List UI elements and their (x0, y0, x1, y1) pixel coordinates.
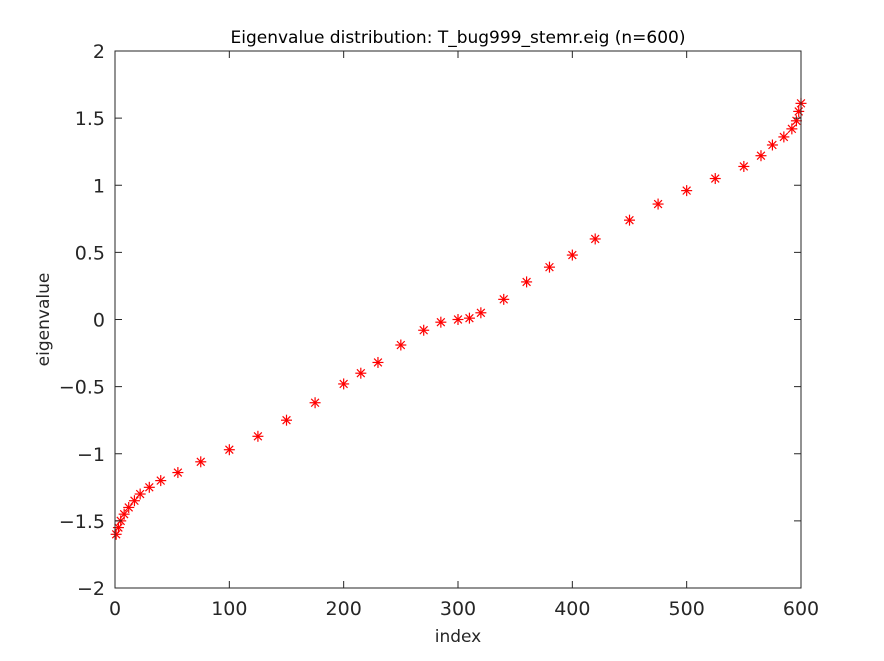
data-point (355, 367, 367, 379)
data-point (372, 356, 384, 368)
y-tick-label: 0.5 (75, 242, 105, 264)
data-point (681, 185, 693, 197)
y-tick-label: −2 (77, 578, 105, 600)
data-point (589, 233, 601, 245)
x-tick-label: 500 (669, 598, 705, 620)
y-tick-label: 1.5 (75, 108, 105, 130)
x-tick-label: 200 (326, 598, 362, 620)
data-point (118, 508, 130, 520)
y-axis-label: eigenvalue (34, 273, 54, 367)
x-axis: 0 100 200 300 400 500 600 (109, 51, 819, 620)
data-point (452, 314, 464, 325)
data-point (652, 198, 664, 210)
data-point (418, 324, 430, 336)
y-tick-label: 1 (93, 175, 105, 197)
data-point (252, 430, 264, 442)
y-tick-label: 2 (93, 41, 105, 63)
y-axis: −2 −1.5 −1 −0.5 0 0.5 1 1.5 2 (59, 41, 801, 600)
y-tick-label: −1.5 (59, 511, 105, 533)
data-point (543, 261, 555, 273)
y-tick-label: 0 (93, 310, 105, 332)
data-point (134, 488, 146, 500)
data-point (709, 173, 721, 185)
data-point (143, 481, 155, 493)
data-point (123, 501, 135, 513)
data-point (155, 475, 167, 487)
x-tick-label: 0 (109, 598, 121, 620)
data-point (624, 214, 635, 226)
data-point (435, 316, 447, 328)
data-point (521, 276, 533, 288)
data-point (463, 312, 475, 324)
data-point (309, 397, 321, 409)
x-tick-label: 300 (440, 598, 476, 620)
data-point (395, 339, 407, 351)
chart-title: Eigenvalue distribution: T_bug999_stemr.… (230, 28, 685, 48)
data-point (755, 150, 767, 162)
data-point (172, 467, 184, 479)
data-point (475, 307, 487, 319)
x-axis-label: index (435, 627, 482, 647)
data-point (766, 139, 778, 151)
x-tick-label: 100 (211, 598, 247, 620)
data-point (793, 105, 805, 117)
data-point (778, 131, 790, 143)
data-point (786, 123, 798, 135)
data-point (498, 293, 510, 305)
data-point (338, 378, 350, 390)
y-tick-label: −0.5 (59, 377, 105, 399)
data-point (281, 414, 292, 426)
x-tick-label: 400 (554, 598, 590, 620)
data-point (195, 456, 207, 468)
data-point (790, 115, 802, 127)
y-tick-label: −1 (77, 444, 105, 466)
data-point (566, 249, 578, 261)
data-point (738, 160, 750, 172)
data-point (223, 444, 235, 456)
data-point (128, 495, 140, 507)
x-tick-label: 600 (783, 598, 819, 620)
